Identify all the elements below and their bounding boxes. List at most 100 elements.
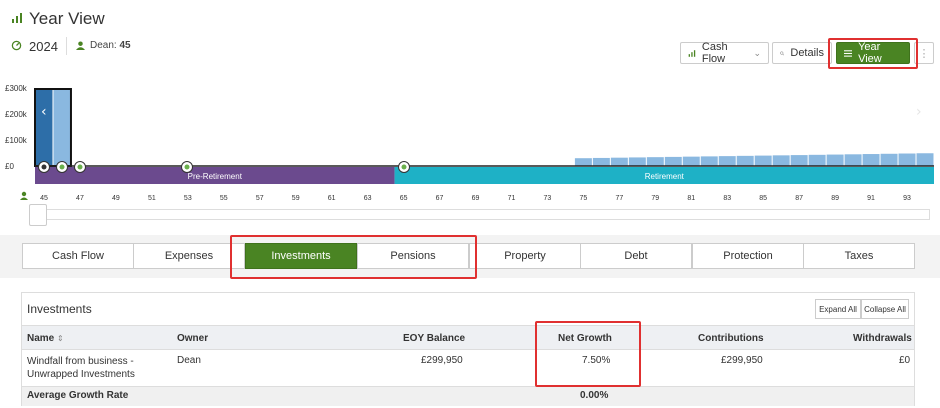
gauge-icon <box>11 40 22 51</box>
list-icon <box>844 49 853 57</box>
sort-icon: ⇕ <box>57 334 64 343</box>
chart-bar[interactable] <box>700 156 718 166</box>
age-tick-label: 69 <box>472 195 480 202</box>
column-header-withdrawals: Withdrawals <box>853 333 912 344</box>
tab-protection[interactable]: Protection <box>692 243 804 269</box>
chevron-right-icon[interactable]: › <box>916 104 922 120</box>
chart-bar[interactable] <box>736 155 754 166</box>
more-options-button[interactable]: ⋮ <box>914 42 934 64</box>
highlight-box <box>828 38 918 69</box>
timeline-scroll-handle[interactable] <box>29 204 47 226</box>
chart-bar[interactable] <box>610 157 628 166</box>
chart-bar[interactable] <box>574 158 592 166</box>
average-growth-label: Average Growth Rate <box>27 390 129 401</box>
age-tick-label: 49 <box>112 195 120 202</box>
tab-expenses[interactable]: Expenses <box>133 243 245 269</box>
age-tick-label: 45 <box>40 195 48 202</box>
table-cell-withdrawals: £0 <box>899 355 911 366</box>
current-year: 2024 <box>29 39 58 54</box>
tab-taxes[interactable]: Taxes <box>803 243 915 269</box>
page-title: Year View <box>29 9 105 28</box>
chart-bar[interactable] <box>682 156 700 166</box>
age-tick-label: 75 <box>579 195 587 202</box>
client-age: Dean: 45 <box>90 40 131 51</box>
column-header-name[interactable]: Name ⇕ <box>27 333 64 344</box>
event-icon-dot <box>77 164 83 170</box>
timeline-scrollbar[interactable] <box>29 209 930 220</box>
retirement-band <box>394 167 935 184</box>
bar-chart-icon <box>12 13 22 23</box>
age-tick-label: 55 <box>220 195 228 202</box>
chevron-down-icon: ⌄ <box>753 47 761 58</box>
age-tick-label: 87 <box>795 195 803 202</box>
chart-bar[interactable] <box>664 156 682 166</box>
chart-bar[interactable] <box>916 153 934 166</box>
tab-debt[interactable]: Debt <box>580 243 692 269</box>
retirement-label: Retirement <box>645 172 685 181</box>
chart-bar[interactable] <box>53 88 71 166</box>
age-tick-label: 91 <box>867 195 875 202</box>
column-header-eoy-balance: EOY Balance <box>403 333 466 344</box>
column-header-name-label: Name <box>27 333 55 344</box>
age-tick-label: 73 <box>544 195 552 202</box>
row-divider <box>22 386 914 387</box>
cashflow-dropdown-label: Cash Flow <box>701 41 728 65</box>
tab-investments[interactable]: Investments <box>245 243 357 269</box>
expand-all-button[interactable]: Expand All <box>815 299 861 319</box>
event-icon-dot <box>59 164 65 170</box>
client-age-value: 45 <box>119 40 131 51</box>
chevron-left-icon[interactable]: ‹ <box>41 104 47 120</box>
column-header-owner: Owner <box>177 333 209 344</box>
details-button[interactable]: Details <box>772 42 832 64</box>
panel-title: Investments <box>27 302 92 316</box>
chart-bar[interactable] <box>808 154 826 166</box>
age-tick-label: 51 <box>148 195 156 202</box>
client-name: Dean: <box>90 40 117 51</box>
age-tick-label: 47 <box>76 195 84 202</box>
cashflow-dropdown[interactable]: Cash Flow ⌄ <box>680 41 769 65</box>
chart-bar[interactable] <box>754 155 772 166</box>
details-button-label: Details <box>790 47 824 59</box>
chart-bar[interactable] <box>718 156 736 166</box>
chart-bar[interactable] <box>628 157 646 166</box>
cashflow-chart: £300k £200k £100k £0 ‹ › Pre-Retirement Retir… <box>5 84 935 202</box>
search-icon-dot <box>41 164 47 170</box>
table-cell-eoy-balance: £299,950 <box>421 355 463 366</box>
pre-retirement-label: Pre-Retirement <box>188 172 243 181</box>
retirement-event-icon-dot <box>401 164 407 170</box>
table-cell-owner: Dean <box>177 355 201 366</box>
table-cell-name: Windfall from business - Unwrapped Inves… <box>27 355 135 381</box>
bar-chart-icon <box>688 49 696 57</box>
tab-cash-flow[interactable]: Cash Flow <box>22 243 134 269</box>
chart-bar[interactable] <box>592 157 610 166</box>
event-icon-dot <box>184 164 190 170</box>
tab-pensions[interactable]: Pensions <box>357 243 469 269</box>
y-tick-label: £100k <box>5 136 28 145</box>
chart-bar[interactable] <box>862 154 880 166</box>
person-icon <box>76 41 85 50</box>
chart-bar[interactable] <box>772 155 790 166</box>
average-row <box>22 386 914 406</box>
table-cell-contributions: £299,950 <box>721 355 763 366</box>
year-view-button-label: Year View <box>858 41 882 65</box>
tab-property[interactable]: Property <box>469 243 581 269</box>
chart-bar[interactable] <box>880 153 898 166</box>
highlight-box <box>535 321 641 387</box>
chart-bar[interactable] <box>646 157 664 166</box>
y-tick-label: £300k <box>5 84 28 93</box>
collapse-all-button[interactable]: Collapse All <box>861 299 909 319</box>
age-tick-label: 67 <box>436 195 444 202</box>
y-tick-label: £200k <box>5 110 28 119</box>
age-tick-label: 83 <box>723 195 731 202</box>
chart-bar[interactable] <box>898 153 916 166</box>
age-tick-label: 89 <box>831 195 839 202</box>
age-tick-label: 53 <box>184 195 192 202</box>
chart-bar[interactable] <box>35 88 53 166</box>
chart-bar[interactable] <box>826 154 844 166</box>
year-view-button[interactable]: Year View <box>836 41 910 65</box>
column-header-net-growth: Net Growth <box>558 333 612 344</box>
chart-bar[interactable] <box>844 154 862 166</box>
chart-bar[interactable] <box>790 155 808 166</box>
age-tick-label: 85 <box>759 195 767 202</box>
age-tick-label: 77 <box>615 195 623 202</box>
